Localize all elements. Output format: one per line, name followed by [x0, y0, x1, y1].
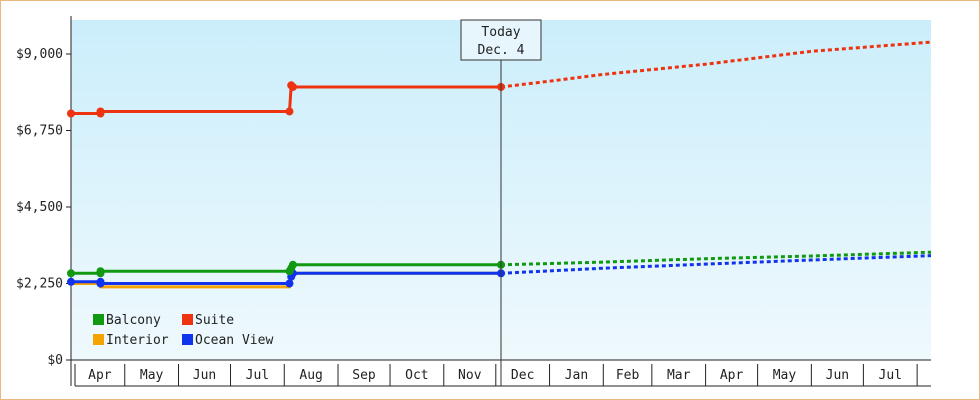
balcony-point: [96, 267, 105, 276]
balcony-forecast-line: [500, 250, 931, 267]
balcony-point: [288, 260, 297, 269]
month-label: Nov: [458, 368, 482, 383]
suite-point: [67, 109, 75, 118]
legend-label-ocean-view: Ocean View: [195, 333, 273, 348]
month-label: Dec: [511, 368, 534, 383]
month-label: Mar: [667, 368, 691, 383]
y-tick-label: $4,500: [16, 200, 63, 215]
month-label: Jan: [565, 368, 588, 383]
suite-point: [288, 82, 297, 91]
ocean-view-forecast-line: [500, 254, 931, 275]
today-date-label: Dec. 4: [478, 43, 525, 58]
month-label: Oct: [405, 368, 428, 383]
legend-swatch-ocean-view: [182, 334, 193, 345]
suite-point: [96, 107, 105, 116]
marker-layer: [67, 81, 505, 288]
legend-swatch-interior: [93, 334, 104, 345]
month-label: Feb: [616, 368, 640, 383]
month-label: Apr: [720, 368, 744, 383]
month-label: Jun: [193, 368, 216, 383]
month-label: Jun: [826, 368, 849, 383]
y-tick-label: $6,750: [16, 124, 63, 139]
legend-swatch-suite: [182, 314, 193, 325]
legend-label-interior: Interior: [106, 333, 169, 348]
legend-label-balcony: Balcony: [106, 313, 161, 328]
suite-forecast-line: [500, 40, 931, 89]
y-tick-label: $0: [47, 353, 63, 368]
today-box: [460, 19, 542, 61]
ocean-view-point: [96, 279, 105, 288]
y-axis: $0 $2,250 $4,500 $6,750 $9,000: [16, 16, 72, 368]
today-indicator: Today Dec. 4: [460, 19, 542, 386]
legend: Balcony Suite Interior Ocean View: [93, 313, 273, 348]
today-label: Today: [481, 25, 520, 40]
y-tick-label: $2,250: [16, 277, 63, 292]
month-label: Sep: [352, 368, 376, 383]
legend-label-suite: Suite: [195, 313, 234, 328]
ocean-view-point: [285, 279, 294, 288]
balcony-point: [67, 269, 75, 278]
month-label: May: [140, 368, 164, 383]
month-label: Jul: [879, 368, 902, 383]
ocean-view-point: [67, 277, 75, 286]
month-label: May: [773, 368, 797, 383]
month-label: Aug: [299, 368, 322, 383]
legend-swatch-balcony: [93, 314, 104, 325]
y-tick-label: $9,000: [16, 47, 63, 62]
suite-point: [285, 107, 294, 116]
month-label: Apr: [88, 368, 112, 383]
month-label: Jul: [246, 368, 269, 383]
